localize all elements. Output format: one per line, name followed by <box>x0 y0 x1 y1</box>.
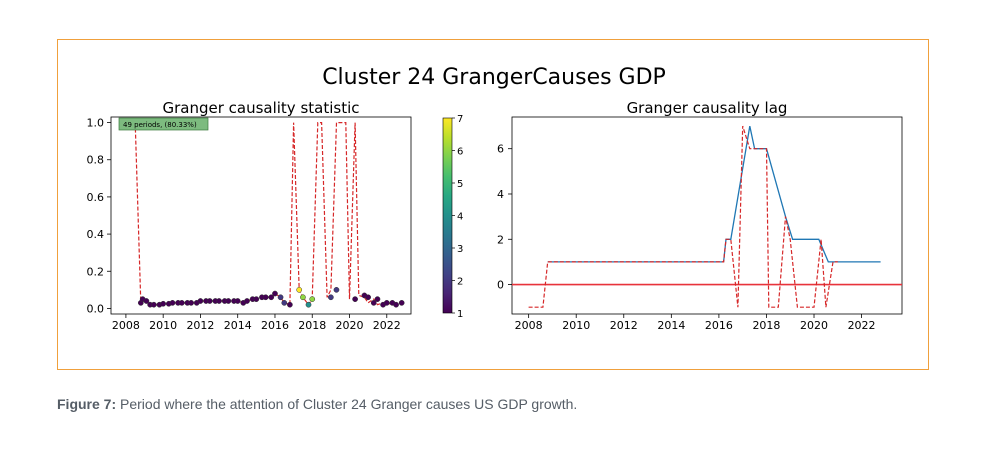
statistic-point <box>160 300 167 307</box>
lag-solid-line <box>547 125 881 263</box>
left-x-tick-label: 2020 <box>336 319 364 332</box>
left-x-tick-label: 2016 <box>261 319 289 332</box>
lag-dashed-line <box>528 125 838 308</box>
statistic-point <box>374 296 381 302</box>
statistic-point <box>188 299 194 306</box>
right-x-tick-label: 2022 <box>848 319 876 332</box>
statistic-point <box>296 286 303 293</box>
colorbar-bar <box>442 117 453 314</box>
annotation-box <box>118 117 209 131</box>
statistic-point <box>300 294 306 301</box>
left-y-tick-label: 1.0 <box>87 117 105 130</box>
right-x-tick-label: 2016 <box>705 319 733 332</box>
figure-title: Cluster 24 GrangerCauses GDP <box>322 65 666 90</box>
left-y-tick-label: 0.2 <box>87 265 105 278</box>
right-plot-area <box>511 116 903 315</box>
statistic-point <box>253 296 260 302</box>
right-x-tick-label: 2014 <box>657 319 685 332</box>
statistic-point <box>272 290 278 297</box>
statistic-point <box>365 294 371 301</box>
colorbar-tick-label: 1 <box>457 309 463 320</box>
statistic-point <box>393 301 399 308</box>
left-x-tick-label: 2012 <box>186 319 214 332</box>
annotation-text: 49 periods, (80.33%) <box>123 121 197 129</box>
caption-text: Period where the attention of Cluster 24… <box>116 396 578 412</box>
colorbar-tick-label: 4 <box>457 212 463 223</box>
left-x-tick-label: 2022 <box>373 319 401 332</box>
right-x-tick-label: 2012 <box>610 319 638 332</box>
colorbar-tick-label: 3 <box>457 244 463 255</box>
left-chart-title: Granger causality statistic <box>162 99 359 117</box>
colorbar-tick-label: 7 <box>457 114 463 125</box>
right-x-tick-label: 2008 <box>515 319 543 332</box>
left-x-tick-label: 2018 <box>298 319 326 332</box>
right-y-tick-label: 6 <box>497 143 504 156</box>
statistic-point <box>178 299 185 306</box>
right-y-tick-label: 2 <box>497 233 504 246</box>
statistic-dashed-line <box>134 121 402 306</box>
colorbar-tick-label: 5 <box>457 179 463 190</box>
statistic-point <box>216 298 222 304</box>
left-x-tick-label: 2014 <box>224 319 252 332</box>
right-chart-title: Granger causality lag <box>627 99 788 117</box>
statistic-point <box>169 299 176 306</box>
left-x-tick-label: 2008 <box>112 319 140 332</box>
right-y-tick-label: 4 <box>497 188 504 201</box>
statistic-point <box>281 299 288 306</box>
statistic-point <box>383 299 390 306</box>
left-y-tick-label: 0.0 <box>87 302 105 315</box>
colorbar-tick-label: 2 <box>457 277 463 288</box>
statistic-point <box>333 286 340 293</box>
right-x-tick-label: 2010 <box>562 319 590 332</box>
statistic-chart: Granger causality statistic 2008 2010 2012 2… <box>87 99 412 332</box>
statistic-point <box>398 299 405 306</box>
figure-caption: Figure 7: Period where the attention of … <box>57 396 577 412</box>
left-plot-area <box>110 116 412 315</box>
left-y-tick-label: 0.4 <box>87 228 105 241</box>
statistic-point <box>151 301 157 308</box>
right-y-tick-label: 0 <box>497 279 504 292</box>
statistic-point <box>277 294 284 301</box>
left-y-tick-label: 0.6 <box>87 191 105 204</box>
right-x-tick-label: 2020 <box>800 319 828 332</box>
statistic-point <box>370 299 377 306</box>
statistic-point <box>328 294 334 301</box>
statistic-point <box>143 298 150 304</box>
statistic-point <box>305 301 312 308</box>
statistic-point <box>197 298 204 304</box>
statistic-point <box>234 298 241 304</box>
figure-frame <box>57 39 929 370</box>
statistic-point <box>268 294 275 301</box>
right-x-tick-label: 2018 <box>752 319 780 332</box>
left-x-tick-label: 2010 <box>149 319 177 332</box>
statistic-point <box>206 298 213 304</box>
colorbar-tick-label: 6 <box>457 147 463 158</box>
lag-chart: Granger causality lag 2008 2010 2012 2014 201… <box>497 99 903 332</box>
colorbar: 1 2 3 4 5 6 7 <box>442 114 463 320</box>
statistic-point <box>262 294 269 301</box>
statistic-point <box>244 298 250 304</box>
caption-label: Figure 7: <box>57 396 117 412</box>
left-y-tick-label: 0.8 <box>87 154 105 167</box>
statistic-point <box>352 296 358 302</box>
statistic-point <box>309 296 316 302</box>
statistic-point <box>287 301 293 308</box>
statistic-point <box>225 298 232 304</box>
